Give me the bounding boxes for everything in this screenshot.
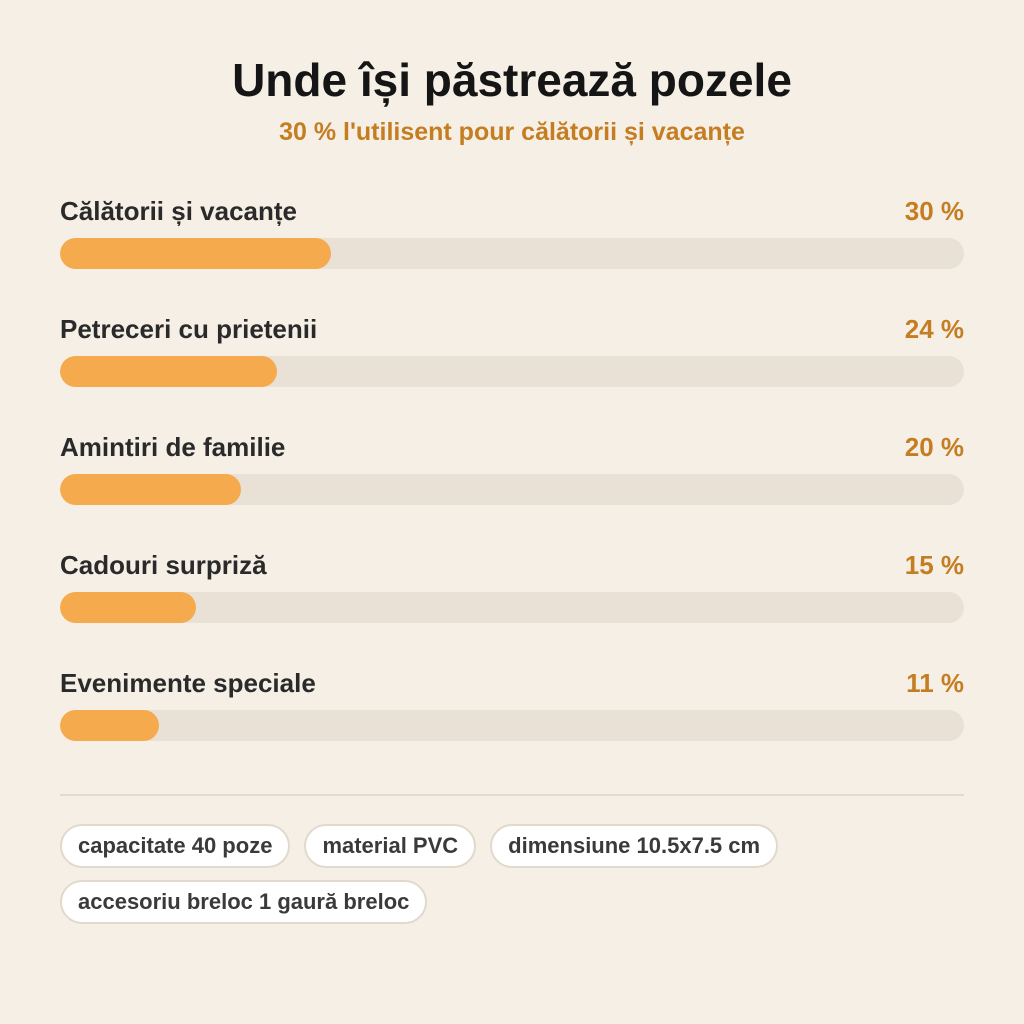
bar-value-label: 30 % (904, 196, 964, 226)
spec-tags: capacitate 40 poze material PVC dimensiune… (60, 824, 964, 924)
bar-track (60, 474, 964, 505)
spec-tag: accesoriu breloc 1 gaură breloc (60, 880, 428, 924)
bar-row: Călătorii și vacanțe 30 % (60, 194, 964, 312)
bar-value-label: 11 % (906, 668, 964, 698)
bar-track (60, 710, 964, 741)
bar-fill (60, 356, 277, 387)
bar-fill (60, 238, 332, 269)
divider (60, 794, 964, 796)
bar-fill (60, 710, 160, 741)
spec-tag: capacitate 40 poze (60, 824, 291, 868)
bar-value-label: 20 % (904, 432, 964, 462)
bar-fill (60, 592, 196, 623)
spec-tag: dimensiune 10.5x7.5 cm (490, 824, 779, 868)
bar-row: Amintiri de familie 20 % (60, 430, 964, 548)
page-title: Unde își păstrează pozele (232, 54, 792, 106)
bar-fill (60, 474, 241, 505)
bar-label: Amintiri de familie (60, 432, 286, 462)
bar-value-label: 15 % (904, 550, 964, 580)
bar-track (60, 592, 964, 623)
bar-label: Călătorii și vacanțe (60, 196, 297, 226)
bar-value-label: 24 % (904, 314, 964, 344)
bar-row: Petreceri cu prietenii 24 % (60, 312, 964, 430)
bar-row: Evenimente speciale 11 % (60, 666, 964, 784)
bar-track (60, 238, 964, 269)
bar-track (60, 356, 964, 387)
bar-label: Petreceri cu prietenii (60, 314, 318, 344)
bar-label: Cadouri surpriză (60, 550, 267, 580)
bar-label: Evenimente speciale (60, 668, 316, 698)
spec-tag: material PVC (304, 824, 477, 868)
bar-row: Cadouri surpriză 15 % (60, 548, 964, 666)
page-subtitle: 30 % l'utilisent pour călătorii și vacan… (279, 118, 745, 146)
bar-chart: Călătorii și vacanțe 30 % Petreceri cu pri… (60, 194, 964, 784)
